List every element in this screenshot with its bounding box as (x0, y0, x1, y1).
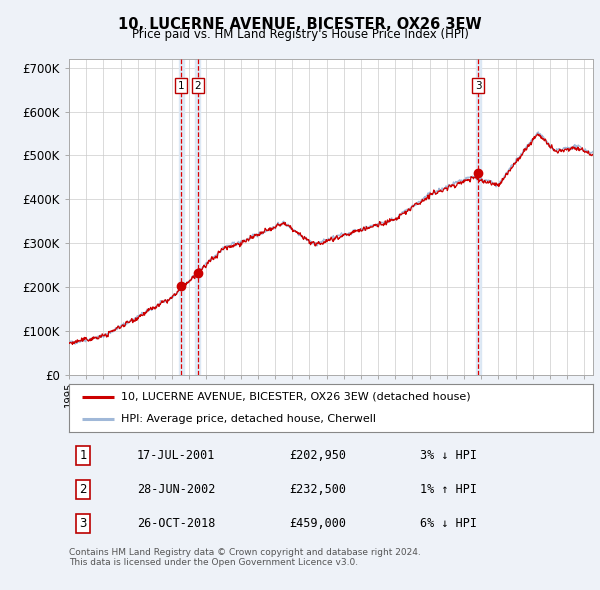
Text: 1% ↑ HPI: 1% ↑ HPI (420, 483, 477, 496)
Text: 17-JUL-2001: 17-JUL-2001 (137, 449, 215, 462)
Text: 3: 3 (79, 517, 87, 530)
Text: £459,000: £459,000 (289, 517, 346, 530)
Text: 3% ↓ HPI: 3% ↓ HPI (420, 449, 477, 462)
Bar (476, 59, 481, 375)
Bar (195, 59, 200, 375)
Text: 1: 1 (79, 449, 87, 462)
Text: 3: 3 (475, 81, 481, 91)
Text: HPI: Average price, detached house, Cherwell: HPI: Average price, detached house, Cher… (121, 414, 376, 424)
Text: £232,500: £232,500 (289, 483, 346, 496)
Text: 6% ↓ HPI: 6% ↓ HPI (420, 517, 477, 530)
Bar (179, 59, 184, 375)
Text: 10, LUCERNE AVENUE, BICESTER, OX26 3EW: 10, LUCERNE AVENUE, BICESTER, OX26 3EW (118, 17, 482, 31)
Text: 1: 1 (178, 81, 185, 91)
Text: 26-OCT-2018: 26-OCT-2018 (137, 517, 215, 530)
Text: 2: 2 (79, 483, 87, 496)
Text: 28-JUN-2002: 28-JUN-2002 (137, 483, 215, 496)
Text: £202,950: £202,950 (289, 449, 346, 462)
Text: 10, LUCERNE AVENUE, BICESTER, OX26 3EW (detached house): 10, LUCERNE AVENUE, BICESTER, OX26 3EW (… (121, 392, 471, 402)
Text: 2: 2 (194, 81, 201, 91)
Text: Price paid vs. HM Land Registry's House Price Index (HPI): Price paid vs. HM Land Registry's House … (131, 28, 469, 41)
Text: Contains HM Land Registry data © Crown copyright and database right 2024.
This d: Contains HM Land Registry data © Crown c… (69, 548, 421, 567)
